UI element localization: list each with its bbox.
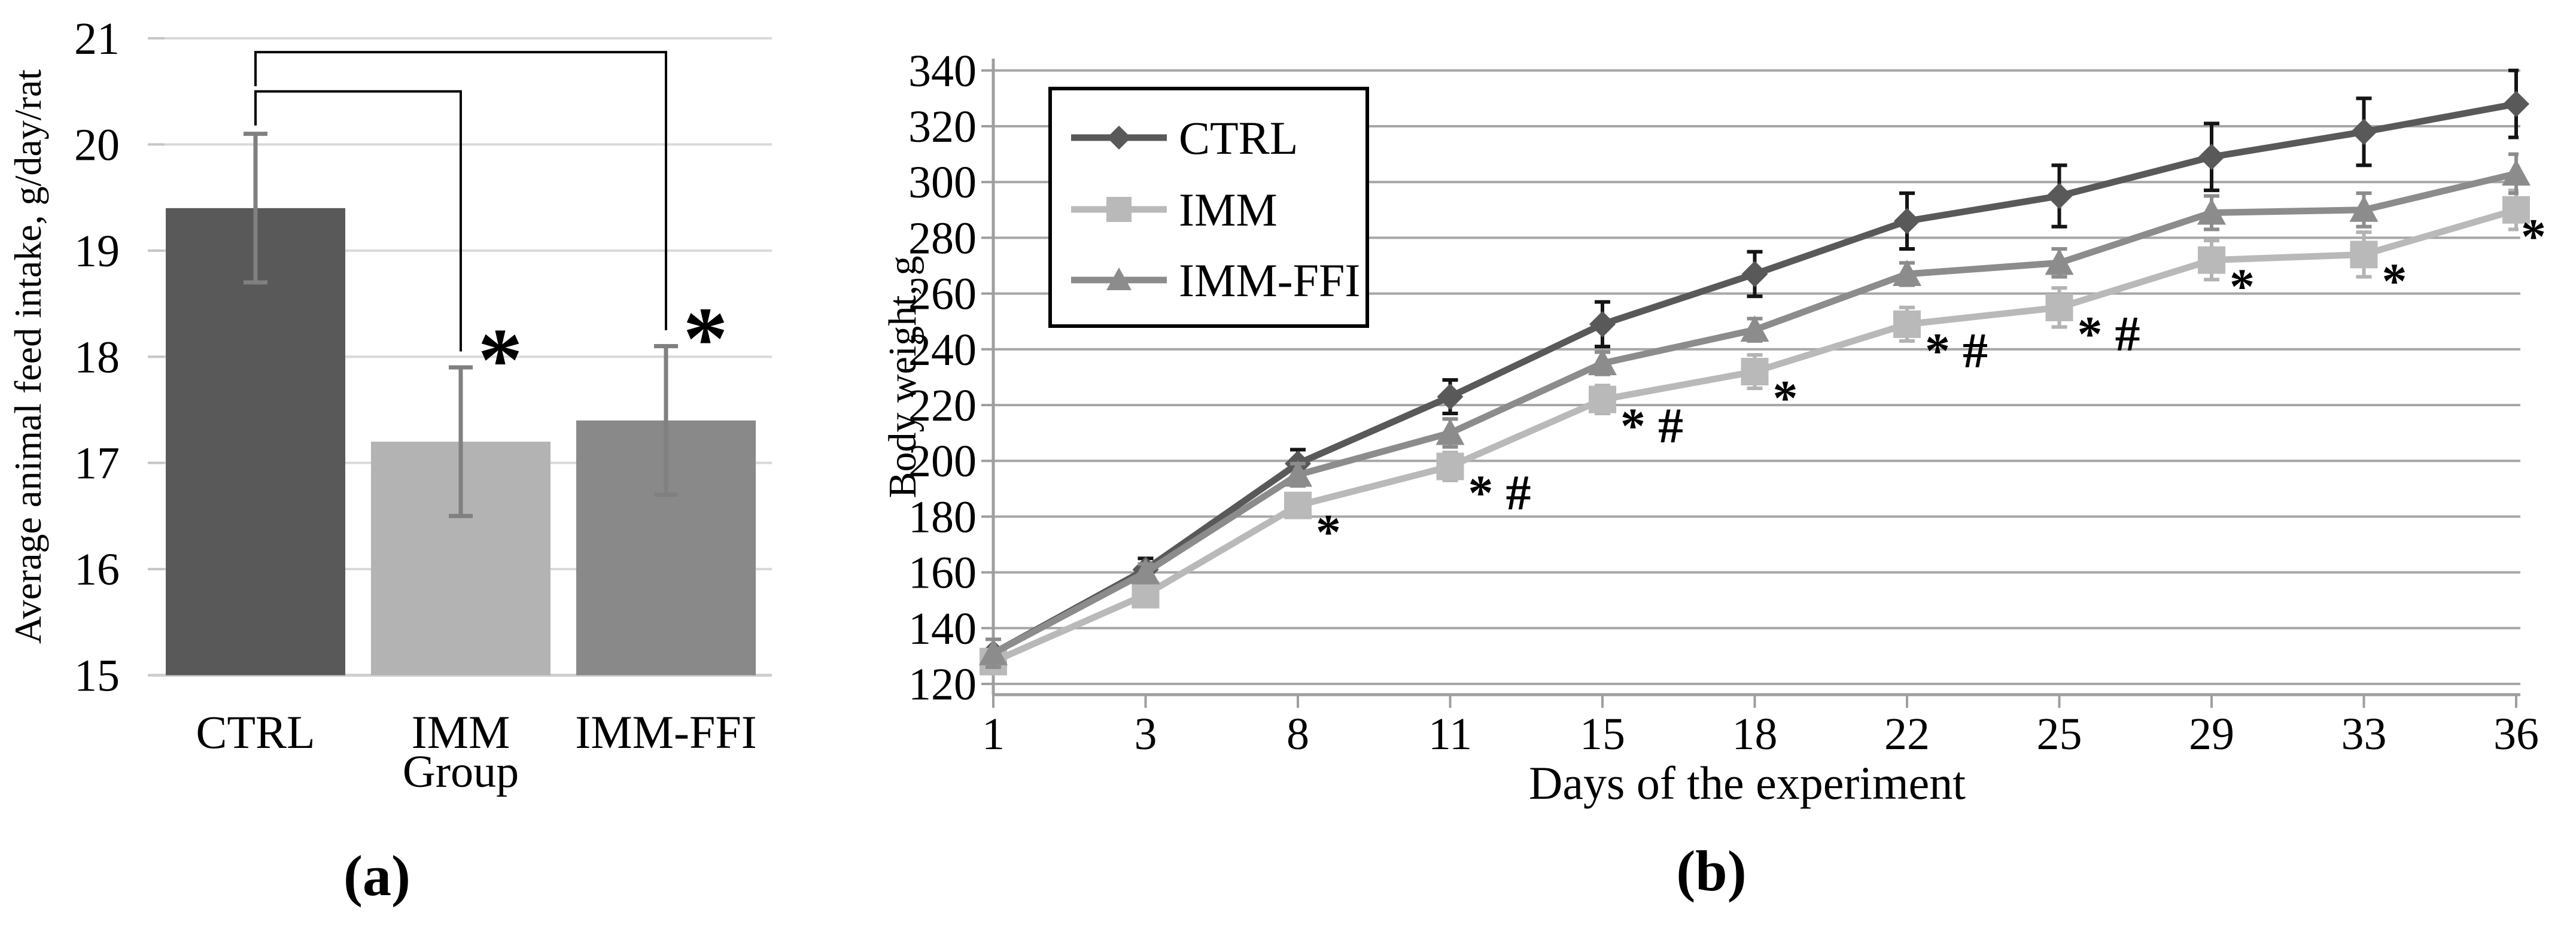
significance-star: * xyxy=(478,310,523,409)
significance-annotation: * # xyxy=(1620,398,1683,454)
significance-bracket xyxy=(254,51,667,330)
y-tick-label: 280 xyxy=(908,213,977,263)
x-category-label: CTRL xyxy=(196,706,315,758)
imm-marker-square xyxy=(2350,241,2378,269)
panel-b: 340 320 300 280 260 240 220 200 180 160 140 120 1 3 8 1… xyxy=(874,0,2576,937)
significance-annotation: * xyxy=(2521,209,2546,264)
y-tick-label: 18 xyxy=(74,332,120,382)
x-tick-label: 29 xyxy=(2189,709,2234,759)
imm-marker-square xyxy=(2045,293,2073,321)
significance-annotation: * # xyxy=(2078,306,2140,362)
x-tick-label: 36 xyxy=(2493,709,2539,759)
ctrl-marker-diamond xyxy=(1741,260,1768,287)
significance-star: * xyxy=(683,289,728,388)
x-tick-label: 33 xyxy=(2341,709,2387,759)
panel-a-caption: (a) xyxy=(343,844,410,908)
imm-marker-square xyxy=(1741,358,1769,386)
imm-ffi-marker-triangle xyxy=(1588,349,1617,376)
x-tick-label: 8 xyxy=(1287,709,1309,759)
x-tick-label: 18 xyxy=(1732,709,1778,759)
y-tick-label: 320 xyxy=(908,102,977,152)
significance-annotation: * # xyxy=(1468,466,1531,521)
imm-marker-square xyxy=(1284,491,1312,519)
imm-marker-square xyxy=(2198,246,2225,274)
imm-ffi-marker-triangle xyxy=(1893,259,1921,286)
x-tick-label: 15 xyxy=(1580,709,1625,759)
imm-ffi-marker-triangle xyxy=(1435,418,1465,445)
y-tick-label: 240 xyxy=(908,325,977,375)
y-tick-label: 160 xyxy=(908,548,977,598)
imm-ffi-marker-triangle xyxy=(2349,195,2379,222)
x-tick-label: 1 xyxy=(982,709,1005,759)
significance-annotation: * # xyxy=(1925,323,1988,379)
imm-ffi-marker-triangle xyxy=(1131,558,1160,585)
imm-ffi-marker-triangle xyxy=(2197,198,2226,225)
ctrl-marker-diamond xyxy=(2350,118,2377,145)
legend-marker-square xyxy=(1106,197,1132,222)
x-category-label: IMM-FFI xyxy=(575,706,756,758)
x-tick-label: 11 xyxy=(1428,709,1472,759)
ctrl-marker-diamond xyxy=(1894,208,1920,235)
legend-label: IMM xyxy=(1179,184,1278,236)
y-tick-label: 19 xyxy=(74,226,120,276)
legend-marker-triangle xyxy=(1106,267,1132,290)
y-tick-label: 260 xyxy=(908,269,977,320)
y-tick-label: 21 xyxy=(74,14,120,64)
x-axis-title: Days of the experiment xyxy=(1529,757,1966,809)
imm-marker-square xyxy=(1589,385,1616,413)
imm-marker-square xyxy=(2502,196,2530,224)
significance-annotation: * xyxy=(2230,259,2255,315)
imm-ffi-marker-triangle xyxy=(979,638,1008,665)
x-tick-label: 22 xyxy=(1884,709,1930,759)
y-tick-label: 17 xyxy=(74,439,120,489)
y-tick-label: 200 xyxy=(908,436,977,486)
legend-marker-diamond xyxy=(1107,126,1131,150)
legend-label: IMM-FFI xyxy=(1179,254,1360,306)
ctrl-marker-diamond xyxy=(2198,144,2225,171)
y-tick-label: 15 xyxy=(74,651,120,701)
y-tick-label: 20 xyxy=(74,120,120,170)
y-tick-label: 220 xyxy=(908,381,977,431)
y-tick-label: 180 xyxy=(908,492,977,542)
imm-marker-square xyxy=(1893,310,1921,338)
significance-annotation: * xyxy=(2382,253,2407,309)
significance-annotation: * xyxy=(1316,504,1341,560)
y-tick-label: 300 xyxy=(908,157,977,208)
ctrl-marker-diamond xyxy=(1589,311,1616,337)
imm-ffi-marker-triangle xyxy=(1284,460,1312,487)
ctrl-marker-diamond xyxy=(2046,182,2073,209)
y-tick-label: 140 xyxy=(908,604,977,654)
panel-a: 21 20 19 18 17 16 15 CTRL IMM IMM-FFI * * Group Avera… xyxy=(0,0,874,937)
imm-ffi-marker-triangle xyxy=(2045,248,2074,275)
x-tick-label: 25 xyxy=(2037,709,2082,759)
significance-annotation: * xyxy=(1773,370,1798,426)
y-tick-label: 16 xyxy=(74,544,120,595)
ctrl-marker-diamond xyxy=(2503,90,2529,117)
y-tick-label: 340 xyxy=(908,46,977,96)
x-category-label: IMM xyxy=(412,706,510,758)
x-axis-title: Group xyxy=(403,747,519,797)
y-tick-label: 120 xyxy=(908,659,977,710)
legend-label: CTRL xyxy=(1179,112,1298,164)
y-axis-title: Average animal feed intake, g/day/rat xyxy=(7,69,49,644)
imm-marker-square xyxy=(1132,580,1160,609)
y-axis-title: Body weight, g xyxy=(881,255,924,498)
bar-ctrl xyxy=(166,208,345,676)
imm-ffi-marker-triangle xyxy=(1740,315,1769,342)
feed-intake-bar-chart: 21 20 19 18 17 16 15 CTRL IMM IMM-FFI * * Group Avera… xyxy=(7,14,772,797)
ctrl-marker-diamond xyxy=(1437,384,1464,410)
imm-marker-square xyxy=(1436,452,1464,480)
panel-b-caption: (b) xyxy=(1676,839,1747,903)
imm-ffi-marker-triangle xyxy=(2502,159,2531,186)
significance-bracket xyxy=(254,90,462,352)
x-tick-label: 3 xyxy=(1135,709,1157,759)
